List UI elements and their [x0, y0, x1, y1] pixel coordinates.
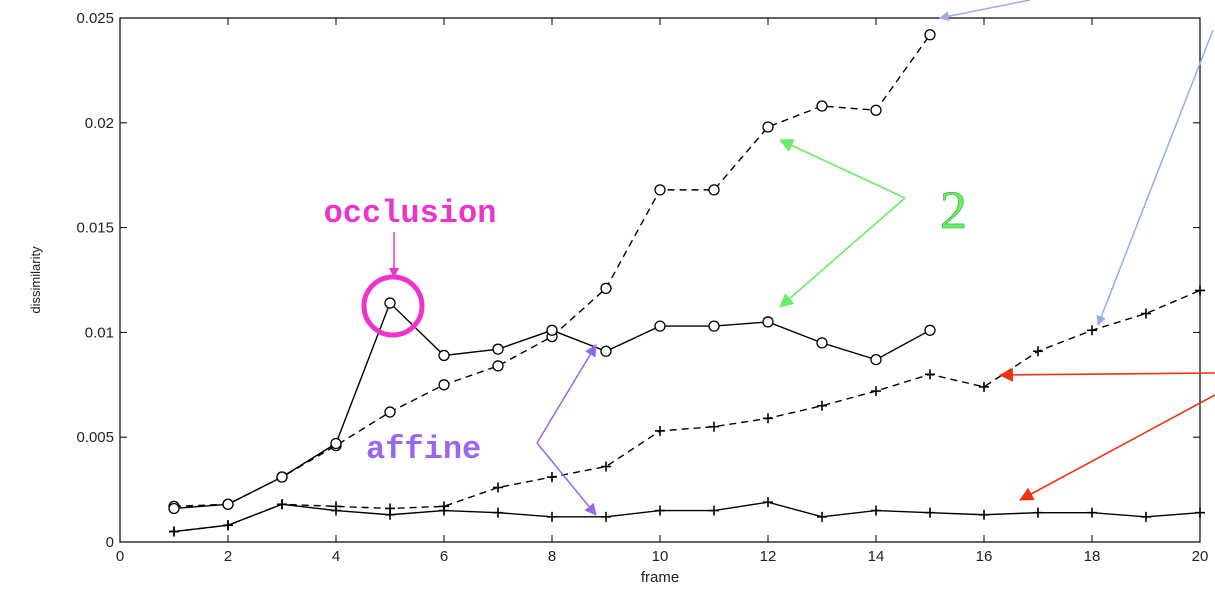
series-line-3 [173, 289, 1201, 533]
x-tick-label: 12 [760, 548, 777, 565]
data-point [600, 345, 612, 357]
data-point [816, 337, 828, 349]
data-point [547, 511, 557, 522]
x-tick-label: 16 [976, 548, 993, 565]
x-tick-label: 0 [116, 548, 124, 565]
blue-arrow-top [939, 0, 1031, 22]
data-point [708, 184, 720, 196]
data-point [871, 505, 881, 516]
data-point [384, 297, 396, 309]
x-axis-label: frame [641, 569, 679, 586]
y-axis-label: dissimilarity [28, 246, 43, 314]
data-point [1141, 308, 1151, 319]
data-point [1195, 285, 1205, 296]
x-tick-label: 6 [440, 548, 448, 565]
data-point [223, 520, 233, 531]
data-point [439, 505, 449, 516]
occlusion-label: occlusion [324, 195, 497, 232]
occlusion-circle [361, 274, 425, 338]
data-point [709, 421, 719, 432]
x-tick-label: 4 [332, 548, 340, 565]
data-point [438, 379, 450, 391]
data-point [493, 507, 503, 518]
data-point [546, 324, 558, 336]
affine-arrow-lower [536, 442, 597, 516]
data-point [816, 100, 828, 112]
data-point [925, 507, 935, 518]
axis-ticks: 0 2 4 6 8 10 12 14 16 18 20 0 0.005 0.01 0.015 0.02 0.02… [76, 10, 1208, 565]
x-tick-label: 10 [652, 548, 669, 565]
data-point [438, 349, 450, 362]
data-point [547, 472, 557, 483]
data-point [277, 499, 287, 510]
annotations: occlusion affine 2 [324, 0, 1215, 516]
data-point [817, 511, 827, 522]
data-point [601, 461, 611, 472]
data-point [1195, 507, 1205, 518]
two-arrow-upper [779, 139, 906, 199]
data-point [276, 471, 288, 483]
data-point [708, 320, 720, 332]
series-layer [168, 29, 1205, 537]
data-point [384, 406, 396, 418]
x-tick-label: 2 [224, 548, 232, 565]
data-point [709, 505, 719, 516]
red-arrow-upper [999, 367, 1215, 382]
data-point [169, 526, 179, 537]
data-point [1087, 325, 1097, 336]
data-point [871, 386, 881, 397]
data-point [655, 505, 665, 516]
plot-area [119, 17, 1201, 543]
data-point [817, 400, 827, 411]
y-tick-label: 0.02 [85, 115, 114, 132]
data-point [924, 29, 936, 41]
data-point [331, 505, 341, 516]
data-point [168, 502, 180, 515]
data-point [493, 482, 503, 493]
two-label: 2 [940, 180, 967, 240]
data-point [601, 511, 611, 522]
x-tick-label: 18 [1084, 548, 1101, 565]
affine-arrow-upper [536, 344, 597, 444]
y-tick-label: 0.025 [76, 10, 114, 27]
data-point [654, 320, 666, 332]
two-arrow-lower [779, 197, 906, 308]
data-point [330, 437, 342, 450]
data-point [1033, 346, 1043, 357]
data-point [870, 104, 882, 116]
data-point [979, 381, 989, 392]
data-point [979, 509, 989, 520]
series-line-4 [173, 501, 1201, 533]
data-point [654, 184, 666, 196]
x-tick-label: 14 [868, 548, 885, 565]
data-point [655, 425, 665, 436]
data-point [763, 497, 773, 508]
data-point [492, 360, 504, 372]
data-point [1033, 507, 1043, 518]
red-arrow-lower [1019, 394, 1215, 501]
data-point [763, 413, 773, 424]
y-tick-label: 0.015 [76, 220, 114, 237]
data-point [762, 316, 774, 328]
affine-label: affine [366, 431, 481, 468]
y-tick-label: 0.01 [85, 324, 114, 341]
data-point [222, 498, 234, 510]
data-point [600, 282, 612, 295]
data-point [1087, 507, 1097, 518]
data-point [925, 369, 935, 380]
y-tick-label: 0.005 [76, 429, 114, 446]
blue-arrow-right [1096, 29, 1214, 326]
data-point [1141, 511, 1151, 522]
data-point [385, 509, 395, 520]
data-point [870, 353, 882, 366]
x-tick-label: 20 [1192, 548, 1209, 565]
data-point [924, 324, 936, 336]
y-tick-label: 0 [106, 534, 114, 551]
x-tick-label: 8 [548, 548, 556, 565]
data-point [762, 121, 774, 133]
data-point [492, 343, 504, 355]
